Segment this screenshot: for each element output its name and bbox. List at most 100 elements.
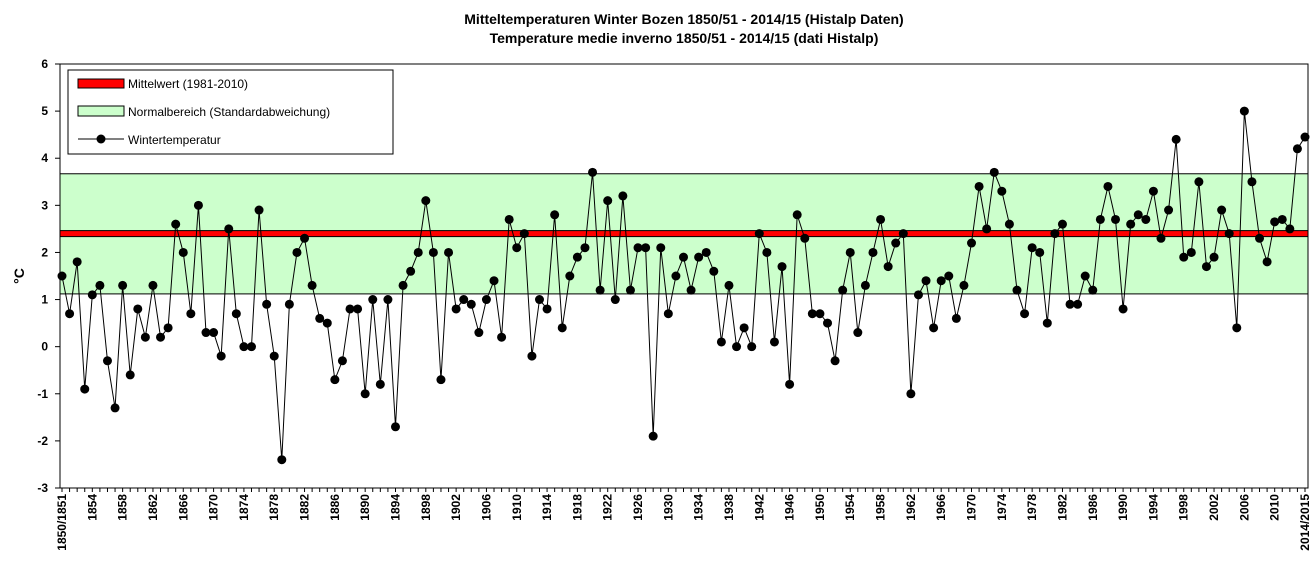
x-tick-label: 1942 xyxy=(752,494,766,521)
data-point xyxy=(102,356,112,366)
x-tick-label: 1986 xyxy=(1086,494,1100,521)
data-point xyxy=(603,196,613,206)
data-point xyxy=(489,276,499,286)
y-tick-label: -1 xyxy=(37,387,48,401)
data-point xyxy=(860,280,870,290)
data-point xyxy=(466,299,476,309)
data-point xyxy=(1292,144,1302,154)
data-point xyxy=(156,332,166,342)
x-tick-label: 1958 xyxy=(874,494,888,521)
data-point xyxy=(792,210,802,220)
data-point xyxy=(512,243,522,253)
x-tick-label: 1858 xyxy=(116,494,130,521)
data-point xyxy=(633,243,643,253)
data-point xyxy=(163,323,173,333)
data-point xyxy=(921,276,931,286)
data-point xyxy=(823,318,833,328)
data-point xyxy=(413,247,423,257)
data-point xyxy=(1224,229,1234,239)
x-tick-label: 1930 xyxy=(661,494,675,521)
data-point xyxy=(951,313,961,323)
x-tick-label: 1926 xyxy=(631,494,645,521)
data-point xyxy=(618,191,628,201)
x-tick-label: 1850/1851 xyxy=(55,494,69,551)
data-point xyxy=(694,252,704,262)
data-point xyxy=(1255,233,1265,243)
x-tick-label: 2010 xyxy=(1268,494,1282,521)
x-tick-label: 1998 xyxy=(1177,494,1191,521)
x-tick-label: 1938 xyxy=(722,494,736,521)
legend-swatch-mean xyxy=(77,78,125,89)
data-point xyxy=(572,252,582,262)
data-point xyxy=(504,214,514,224)
data-point xyxy=(110,403,120,413)
data-point xyxy=(777,262,787,272)
x-tick-label: 1966 xyxy=(934,494,948,521)
data-point xyxy=(709,266,719,276)
data-point xyxy=(360,389,370,399)
data-point xyxy=(57,271,67,281)
data-point xyxy=(648,431,658,441)
x-tick-label: 1994 xyxy=(1146,494,1160,521)
data-point xyxy=(269,351,279,361)
data-point xyxy=(754,229,764,239)
x-tick-label: 1870 xyxy=(207,494,221,521)
x-tick-label: 1946 xyxy=(783,494,797,521)
data-point xyxy=(148,280,158,290)
data-point xyxy=(307,280,317,290)
data-point xyxy=(262,299,272,309)
x-tick-label: 1962 xyxy=(904,494,918,521)
chart-title: Mitteltemperaturen Winter Bozen 1850/51 … xyxy=(464,11,903,27)
data-point xyxy=(337,356,347,366)
x-tick-label: 2006 xyxy=(1237,494,1251,521)
data-point xyxy=(815,309,825,319)
x-tick-label: 1990 xyxy=(1116,494,1130,521)
data-point xyxy=(1148,186,1158,196)
data-point xyxy=(80,384,90,394)
legend-swatch-range xyxy=(77,105,125,117)
data-point xyxy=(1141,214,1151,224)
data-point xyxy=(580,243,590,253)
legend-swatch-marker xyxy=(96,134,106,144)
data-point xyxy=(140,332,150,342)
y-tick-label: 5 xyxy=(41,104,48,118)
data-point xyxy=(701,247,711,257)
data-point xyxy=(610,295,620,305)
data-point xyxy=(1095,214,1105,224)
data-point xyxy=(1088,285,1098,295)
data-point xyxy=(95,280,105,290)
data-point xyxy=(428,247,438,257)
data-point xyxy=(125,370,135,380)
data-point xyxy=(686,285,696,295)
data-point xyxy=(193,200,203,210)
x-tick-label: 1894 xyxy=(388,494,402,521)
data-point xyxy=(1065,299,1075,309)
data-point xyxy=(87,290,97,300)
data-point xyxy=(178,247,188,257)
legend-label: Wintertemperatur xyxy=(128,133,221,147)
mean-line xyxy=(59,230,1309,238)
data-point xyxy=(595,285,605,295)
x-tick-label: 1854 xyxy=(85,494,99,521)
data-point xyxy=(1050,229,1060,239)
data-point xyxy=(292,247,302,257)
data-point xyxy=(982,224,992,234)
x-tick-label: 1982 xyxy=(1055,494,1069,521)
data-point xyxy=(898,229,908,239)
x-tick-label: 1918 xyxy=(570,494,584,521)
data-point xyxy=(1133,210,1143,220)
y-tick-label: 4 xyxy=(41,151,48,165)
data-point xyxy=(481,295,491,305)
data-point xyxy=(1042,318,1052,328)
data-point xyxy=(239,342,249,352)
data-point xyxy=(216,351,226,361)
y-axis-label: °C xyxy=(11,268,27,284)
data-point xyxy=(277,455,287,465)
x-tick-label: 1922 xyxy=(601,494,615,521)
data-point xyxy=(444,247,454,257)
data-point xyxy=(474,328,484,338)
data-point xyxy=(868,247,878,257)
data-point xyxy=(330,375,340,385)
data-point xyxy=(254,205,264,215)
data-point xyxy=(876,214,886,224)
